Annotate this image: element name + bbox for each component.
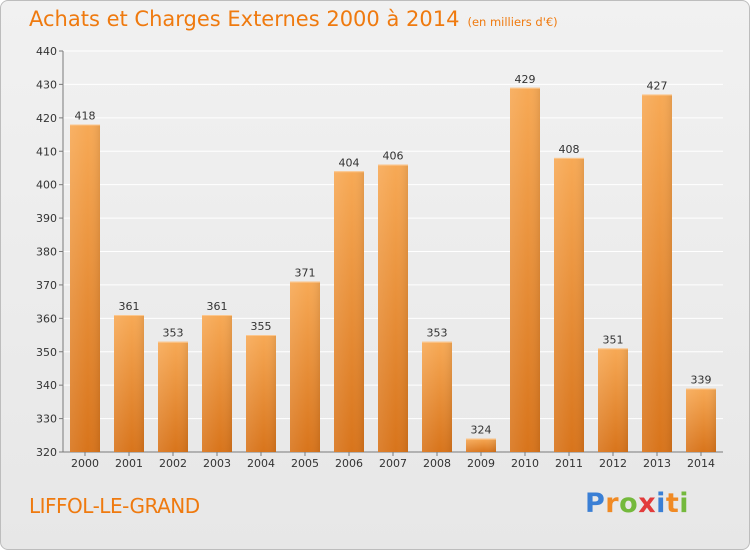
logo-letter: i xyxy=(656,488,666,519)
x-tick-label: 2011 xyxy=(555,457,583,470)
bar-shade-2004 xyxy=(246,335,276,452)
x-tick-label: 2008 xyxy=(423,457,451,470)
y-tick-label: 400 xyxy=(36,179,57,192)
y-tick-label: 410 xyxy=(36,145,57,158)
bar-shade-2013 xyxy=(642,94,672,453)
y-tick-label: 370 xyxy=(36,279,57,292)
x-tick-label: 2002 xyxy=(159,457,187,470)
bar-shade-2011 xyxy=(554,157,584,452)
x-tick-label: 2013 xyxy=(643,457,671,470)
x-tick-label: 2000 xyxy=(71,457,99,470)
logo-letter: t xyxy=(665,488,680,519)
bar-shade-2009 xyxy=(466,438,496,452)
bar-shade-2002 xyxy=(158,341,188,452)
x-tick-label: 2004 xyxy=(247,457,275,470)
data-label: 353 xyxy=(163,327,184,340)
bar-shade-2001 xyxy=(114,314,144,452)
bar-shade-2006 xyxy=(334,171,364,453)
y-tick-label: 390 xyxy=(36,212,57,225)
data-label: 406 xyxy=(383,150,404,163)
logo-letter: o xyxy=(619,488,639,519)
proxiti-logo: Proxiti xyxy=(585,488,689,519)
bar-shade-2008 xyxy=(422,341,452,452)
x-tick-label: 2003 xyxy=(203,457,231,470)
y-tick-label: 350 xyxy=(36,346,57,359)
y-tick-label: 380 xyxy=(36,246,57,259)
data-label: 339 xyxy=(691,374,712,387)
x-tick-label: 2014 xyxy=(687,457,715,470)
y-tick-label: 360 xyxy=(36,312,57,325)
bar-shade-2003 xyxy=(202,314,232,452)
y-tick-label: 320 xyxy=(36,446,57,459)
data-label: 418 xyxy=(75,110,96,123)
data-label: 408 xyxy=(559,143,580,156)
data-label: 429 xyxy=(515,73,536,86)
data-label: 371 xyxy=(295,267,316,280)
x-tick-label: 2009 xyxy=(467,457,495,470)
logo-letter: x xyxy=(638,488,657,519)
y-tick-label: 440 xyxy=(36,45,57,58)
bar-shade-2000 xyxy=(70,124,100,453)
data-label: 361 xyxy=(119,300,140,313)
chart-title: Achats et Charges Externes 2000 à 2014 (e… xyxy=(29,7,558,31)
bar-shade-2014 xyxy=(686,388,716,452)
y-tick-label: 330 xyxy=(36,413,57,426)
x-tick-label: 2007 xyxy=(379,457,407,470)
bar-shade-2010 xyxy=(510,87,540,452)
x-tick-label: 2005 xyxy=(291,457,319,470)
logo-letter: i xyxy=(679,488,690,519)
logo-letter: P xyxy=(585,488,606,519)
data-label: 404 xyxy=(339,156,360,169)
chart-title-text: Achats et Charges Externes 2000 à 2014 xyxy=(29,7,460,31)
x-tick-label: 2012 xyxy=(599,457,627,470)
data-label: 353 xyxy=(427,327,448,340)
logo-letter: r xyxy=(605,488,620,519)
data-label: 355 xyxy=(251,320,272,333)
chart-subtitle: (en milliers d'€) xyxy=(467,15,558,29)
bar-shade-2007 xyxy=(378,164,408,452)
commune-name: LIFFOL-LE-GRAND xyxy=(29,494,200,518)
y-tick-label: 420 xyxy=(36,112,57,125)
data-label: 324 xyxy=(471,424,492,437)
y-tick-label: 430 xyxy=(36,78,57,91)
x-tick-label: 2006 xyxy=(335,457,363,470)
bar-shade-2012 xyxy=(598,348,628,452)
bar-shade-2005 xyxy=(290,281,320,452)
data-label: 351 xyxy=(603,333,624,346)
data-label: 361 xyxy=(207,300,228,313)
x-tick-label: 2001 xyxy=(115,457,143,470)
x-tick-label: 2010 xyxy=(511,457,539,470)
data-label: 427 xyxy=(647,79,668,92)
y-tick-label: 340 xyxy=(36,379,57,392)
